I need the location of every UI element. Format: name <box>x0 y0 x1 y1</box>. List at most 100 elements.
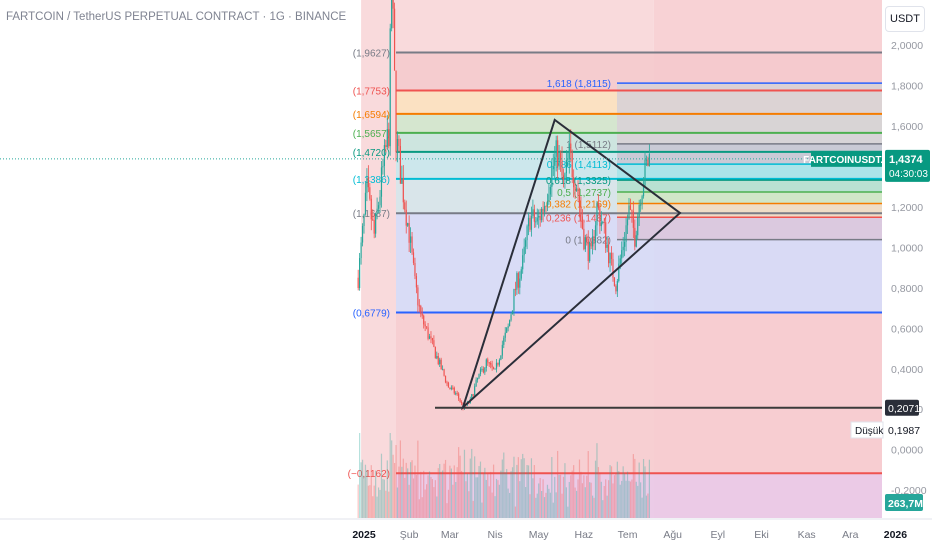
volume-bar <box>485 479 487 518</box>
volume-bar <box>555 492 557 518</box>
volume-bar <box>423 470 425 518</box>
candle-body <box>363 214 365 227</box>
volume-bar <box>434 480 436 518</box>
candle-body <box>628 205 630 220</box>
candle-body <box>447 382 450 388</box>
volume-bar <box>539 477 541 518</box>
candle-body <box>536 217 538 222</box>
candle-body <box>511 310 514 315</box>
candle-body <box>485 359 487 368</box>
volume-bar <box>379 489 381 518</box>
volume-bar <box>450 468 452 518</box>
candle-body <box>564 173 566 180</box>
candle-body <box>590 242 592 247</box>
candle-body <box>647 159 649 167</box>
candle-body <box>606 244 608 248</box>
candle-body <box>565 159 567 174</box>
volume-bar <box>439 464 441 518</box>
fib-label-0: (1,9627) <box>353 49 390 60</box>
volume-bar <box>436 496 438 518</box>
candle-body <box>648 154 650 167</box>
candle-body <box>430 336 432 338</box>
volume-bar <box>638 462 640 518</box>
currency-button[interactable]: USDT <box>885 6 925 32</box>
candle-body <box>427 327 429 339</box>
candle-body <box>490 363 492 365</box>
candle-body <box>533 209 535 222</box>
y-tick-label: 1,8000 <box>891 80 923 92</box>
volume-bar <box>414 465 416 518</box>
candle-body <box>407 223 409 226</box>
candle-body <box>412 252 415 263</box>
candle-body <box>530 216 533 230</box>
volume-bar <box>554 476 556 518</box>
candle-body <box>426 326 428 328</box>
low-tag-label: Düşük <box>855 426 884 437</box>
volume-bar <box>471 448 473 518</box>
candle-body <box>583 228 585 250</box>
volume-bar <box>476 477 479 518</box>
volume-bar <box>628 480 630 518</box>
candle-body <box>443 369 445 376</box>
candle-body <box>375 213 377 234</box>
support-tag-value: 0,2071 <box>888 403 920 415</box>
candle-body <box>525 240 527 247</box>
candle-body <box>459 398 461 402</box>
candle-body <box>367 177 369 188</box>
candle-body <box>554 156 556 166</box>
chart-title: FARTCOIN / TetherUS PERPETUAL CONTRACT ·… <box>6 11 347 23</box>
candle-body <box>561 160 563 176</box>
volume-bar <box>402 458 404 518</box>
volume-bar <box>608 480 610 518</box>
volume-bar <box>367 485 369 518</box>
candle-body <box>558 153 560 167</box>
volume-bar <box>488 486 490 518</box>
candle-body <box>578 195 581 207</box>
candle-body <box>577 188 579 196</box>
volume-bar <box>494 496 496 518</box>
candle-body <box>551 166 553 188</box>
candle-body <box>482 368 484 373</box>
candle-body <box>613 277 616 287</box>
candle-body <box>504 332 506 338</box>
fib-ext-band-5 <box>617 203 882 218</box>
candle-body <box>433 340 435 347</box>
candle-body <box>385 145 387 148</box>
volume-bar <box>393 462 396 518</box>
volume-bar <box>535 497 537 518</box>
volume-bar <box>517 457 519 518</box>
volume-bar <box>491 492 493 518</box>
volume-bar <box>398 466 400 518</box>
volume-bar <box>444 459 447 518</box>
volume-bar <box>360 462 362 518</box>
candle-body <box>498 359 501 365</box>
volume-bar <box>577 479 579 518</box>
candle-body <box>414 262 416 277</box>
volume-bar <box>564 463 566 518</box>
volume-bar <box>395 445 397 518</box>
candle-body <box>488 362 490 364</box>
volume-bar <box>455 482 457 518</box>
volume-bar <box>557 450 559 518</box>
candle-body <box>600 222 602 227</box>
price-tag <box>885 149 930 182</box>
fib-label-8: (−0,1162) <box>348 469 390 480</box>
volume-bar <box>626 471 629 518</box>
candle-body <box>437 356 439 365</box>
candle-body <box>373 220 375 234</box>
volume-zone <box>396 473 882 518</box>
y-tick-label: 2,0000 <box>891 40 923 52</box>
candle-body <box>442 369 444 371</box>
candle-body <box>549 187 551 195</box>
candle-body <box>548 194 550 202</box>
fib-ext-label-2: 0,786 (1,4113) <box>547 160 611 171</box>
candle-body <box>624 241 626 247</box>
candle-body <box>455 393 457 395</box>
candle-body <box>398 138 400 147</box>
volume-bar <box>386 460 388 518</box>
volume-bar <box>370 465 372 518</box>
candle-body <box>436 356 438 359</box>
candle-body <box>635 235 637 247</box>
volume-bar <box>357 484 359 518</box>
